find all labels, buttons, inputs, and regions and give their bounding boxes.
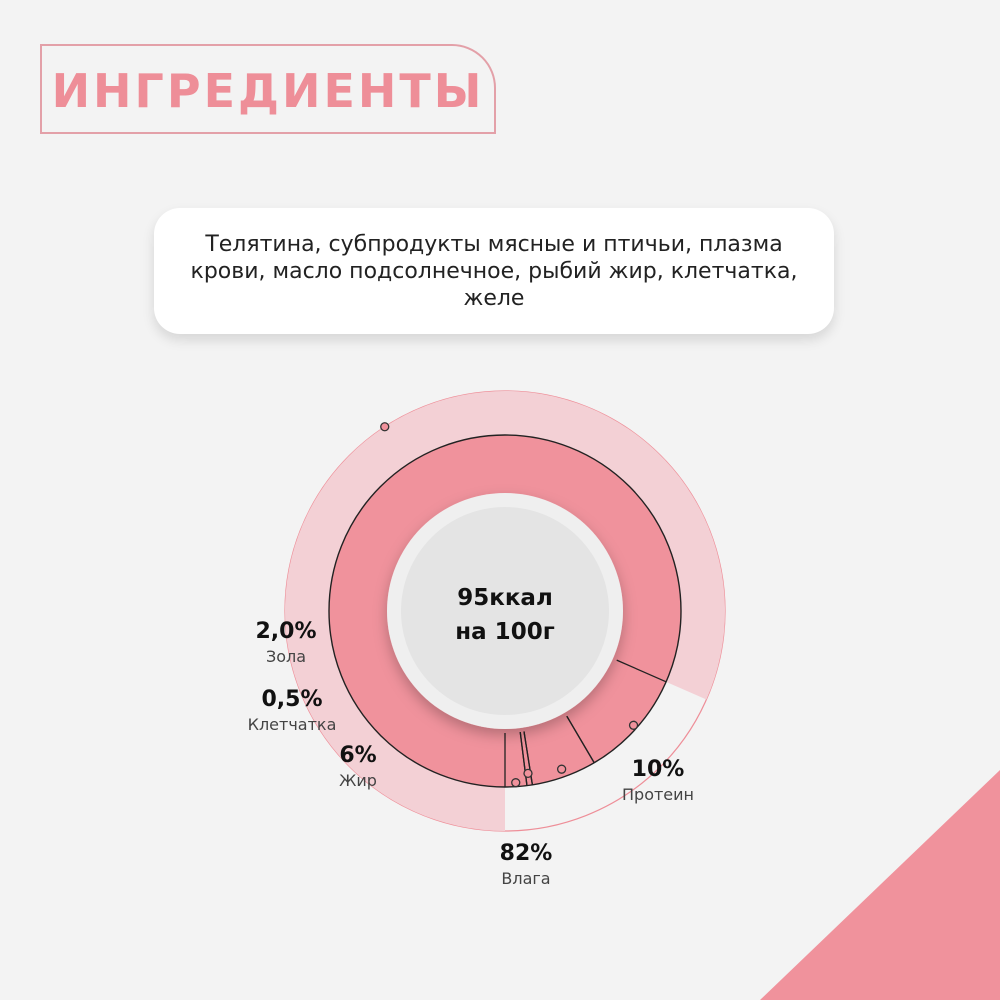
center-label-line-2: на 100г [455, 619, 554, 645]
divider-жир-0 [566, 715, 595, 764]
marker-жир [556, 764, 567, 774]
center-disc [401, 507, 609, 715]
ingredients-card: Телятина, субпродукты мясные и птичьи, п… [154, 208, 834, 334]
value-label-жир: 6% [339, 743, 376, 768]
name-label-зола: Зола [266, 647, 306, 666]
value-label-протеин: 10% [632, 757, 685, 782]
name-label-клетчатка: Клетчатка [248, 715, 337, 734]
title-frame: ИНГРЕДИЕНТЫ [40, 44, 496, 134]
name-label-жир: Жир [339, 771, 377, 790]
center-label-line-1: 95ккал [457, 585, 553, 611]
marker-протеин [628, 720, 639, 730]
ingredients-text: Телятина, субпродукты мясные и птичьи, п… [190, 231, 798, 311]
divider-протеин-0 [616, 659, 667, 683]
value-label-влага: 82% [500, 841, 553, 866]
name-label-протеин: Протеин [622, 785, 694, 804]
marker-влага [380, 422, 390, 432]
value-label-клетчатка: 0,5% [261, 687, 322, 712]
value-label-зола: 2,0% [255, 619, 316, 644]
marker-клетчатка [523, 768, 533, 779]
name-label-влага: Влага [501, 869, 550, 888]
marker-зола [511, 778, 521, 788]
page-title: ИНГРЕДИЕНТЫ [51, 64, 485, 118]
